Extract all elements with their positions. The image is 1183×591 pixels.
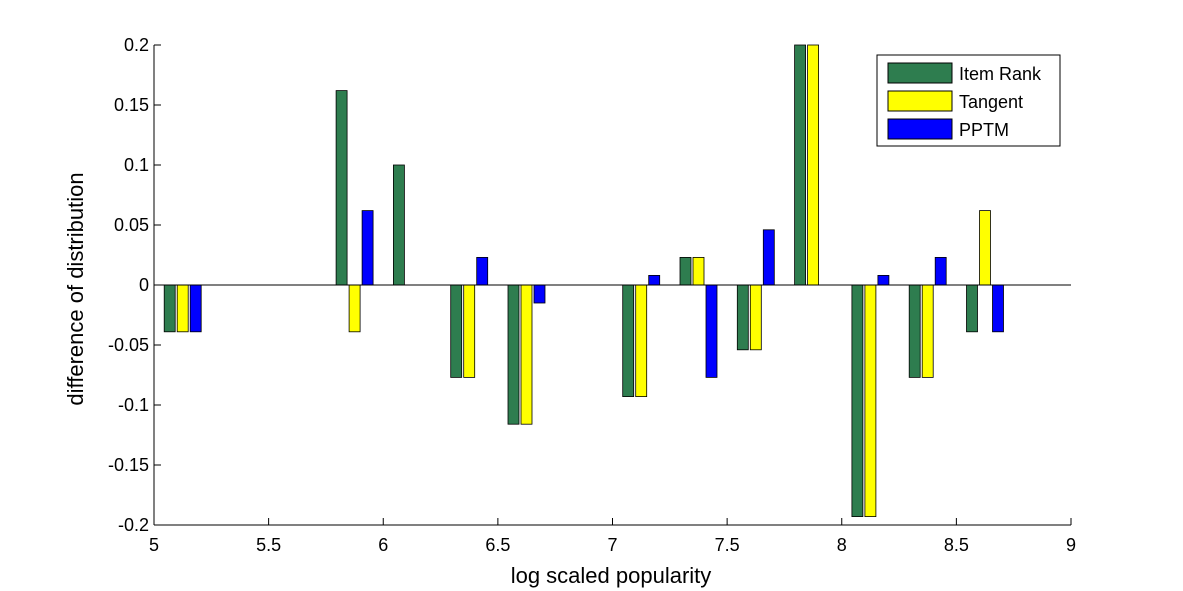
bar-tangent-10 [921, 284, 934, 378]
legend-label: Item Rank [959, 64, 1042, 84]
x-tick-label: 7.5 [715, 535, 740, 555]
y-tick-label: -0.1 [118, 395, 149, 415]
bar-pptm-0 [189, 284, 202, 333]
legend-swatch-item-rank [887, 62, 953, 84]
bar-tangent-5 [635, 284, 648, 397]
x-tick-label: 8 [837, 535, 847, 555]
bar-item-rank-10 [908, 284, 921, 378]
legend-label: PPTM [959, 120, 1009, 140]
bar-pptm-7 [762, 229, 775, 286]
y-axis-label: difference of distribution [63, 172, 88, 405]
y-tick-label: 0.1 [124, 155, 149, 175]
bar-pptm-4 [533, 284, 546, 304]
bar-item-rank-11 [966, 284, 978, 333]
y-tick-label: 0.2 [124, 35, 149, 55]
bar-item-rank-5 [622, 284, 635, 397]
x-tick-label: 7 [607, 535, 617, 555]
bar-pptm-5 [648, 274, 661, 286]
y-tick-label: 0.15 [114, 95, 149, 115]
bar-tangent-1 [348, 284, 361, 333]
x-tick-label: 5.5 [256, 535, 281, 555]
bar-pptm-11 [992, 284, 1004, 333]
bar-tangent-6 [692, 256, 705, 286]
bar-item-rank-3 [450, 284, 463, 378]
y-tick-label: -0.2 [118, 515, 149, 535]
bar-item-rank-2 [392, 164, 405, 286]
legend-swatch-pptm [887, 118, 953, 140]
legend-label: Tangent [959, 92, 1023, 112]
x-tick-label: 9 [1066, 535, 1076, 555]
x-tick-label: 6 [378, 535, 388, 555]
bar-tangent-7 [749, 284, 762, 351]
x-tick-label: 8.5 [944, 535, 969, 555]
bar-item-rank-6 [679, 256, 692, 286]
bar-pptm-9 [877, 274, 890, 286]
bar-item-rank-8 [794, 44, 806, 286]
axes-layer: 5 5.5 6 6.5 7 7.5 8 8.5 9 -0.2 -0.15 -0.1 -0.05 0 0.05… [108, 35, 1076, 555]
bar-item-rank-9 [851, 284, 864, 518]
y-tick-label: 0.05 [114, 215, 149, 235]
bar-pptm-1 [361, 210, 374, 286]
bar-tangent-9 [864, 284, 877, 518]
bar-item-rank-1 [335, 90, 348, 286]
bar-tangent-4 [520, 284, 533, 425]
bar-tangent-8 [807, 44, 819, 286]
x-axis-label: log scaled popularity [511, 563, 712, 588]
bar-item-rank-0 [163, 284, 176, 333]
bar-tangent-11 [979, 210, 991, 286]
legend-swatch-tangent [887, 90, 953, 112]
legend: Item Rank Tangent PPTM [876, 54, 1061, 147]
bar-pptm-3 [476, 256, 489, 286]
x-tick-label: 6.5 [485, 535, 510, 555]
bar-tangent-0 [176, 284, 189, 333]
x-tick-label: 5 [149, 535, 159, 555]
bar-item-rank-4 [507, 284, 520, 425]
bar-pptm-10 [934, 256, 947, 286]
y-tick-label: 0 [139, 275, 149, 295]
y-tick-label: -0.15 [108, 455, 149, 475]
bar-pptm-6 [705, 284, 718, 378]
bar-tangent-3 [463, 284, 476, 378]
bar-item-rank-7 [736, 284, 749, 351]
y-tick-label: -0.05 [108, 335, 149, 355]
